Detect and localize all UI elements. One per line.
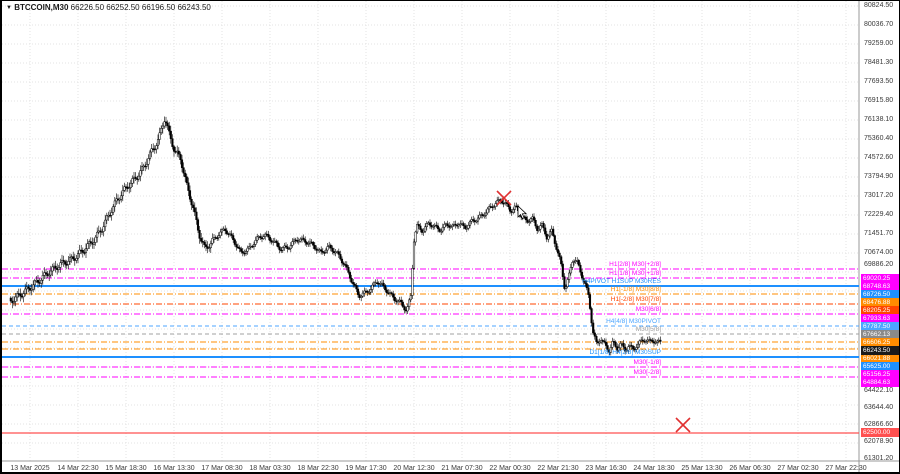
level-price-tag: 67787.50 xyxy=(861,322,899,331)
price-axis-label: 79259.00 xyxy=(864,40,894,47)
level-price-tag: 67662.13 xyxy=(861,330,899,339)
time-axis-label: 24 Mar 18:30 xyxy=(633,465,675,472)
level-price-tag: 67933.63 xyxy=(861,314,899,323)
level-price-tag: 68726.50 xyxy=(861,290,899,299)
level-label: M30[-2/8] xyxy=(633,369,661,376)
signal-x-mark xyxy=(496,190,512,206)
time-axis-label: 17 Mar 08:30 xyxy=(201,465,243,472)
price-axis-label: 76138.10 xyxy=(864,116,894,123)
price-axis-label: 71451.70 xyxy=(864,230,894,237)
price-axis-label: 80036.70 xyxy=(864,21,894,28)
price-axis-label: 76915.80 xyxy=(864,97,894,104)
time-axis-label: 26 Mar 06:30 xyxy=(729,465,771,472)
time-axis-label: 14 Mar 22:30 xyxy=(57,465,99,472)
ohlc-open: 66226.50 xyxy=(70,3,105,12)
time-axis-label: 18 Mar 22:30 xyxy=(297,465,339,472)
price-axis-label: 72229.40 xyxy=(864,211,894,218)
level-label: M30[-1/8] xyxy=(633,359,661,366)
signal-x-mark xyxy=(675,417,691,433)
price-axis-label: 63644.40 xyxy=(864,404,894,411)
price-axis-label: 70674.00 xyxy=(864,249,894,256)
price-axis-label: 69886.20 xyxy=(864,261,894,268)
ohlc-low: 66196.50 xyxy=(141,3,176,12)
level-price-tag: 68748.63 xyxy=(861,282,899,291)
ohlc-close: 66243.50 xyxy=(177,3,211,12)
time-axis-label: 22 Mar 21:30 xyxy=(537,465,579,472)
alert-price-tag: 62500.00 xyxy=(861,428,899,437)
level-price-tag: 65156.25 xyxy=(861,370,899,379)
time-axis-label: 16 Mar 13:30 xyxy=(153,465,195,472)
price-axis-label: 62078.90 xyxy=(864,438,894,445)
level-label: H1[1/8] M30[+1/8] xyxy=(609,270,661,277)
candles xyxy=(9,116,662,356)
time-axis-label: 20 Mar 12:30 xyxy=(393,465,435,472)
level-price-tag: 64884.63 xyxy=(861,378,899,387)
time-axis-label: 18 Mar 03:30 xyxy=(249,465,291,472)
time-axis-label: 25 Mar 13:30 xyxy=(681,465,723,472)
price-axis-label: 75360.40 xyxy=(864,135,894,142)
time-axis-label: 27 Mar 02:30 xyxy=(777,465,819,472)
chart-title: ▼ BTCCOIN,M30 66226.50 66252.50 66196.50… xyxy=(6,3,211,12)
time-axis-label: 19 Mar 17:30 xyxy=(345,465,387,472)
price-axis-label: 61301.20 xyxy=(864,455,894,462)
level-label: H1[2/8] M30[+2/8] xyxy=(609,261,661,268)
price-axis-label: 64422.10 xyxy=(864,387,894,394)
level-price-tag: 66021.88 xyxy=(861,354,899,363)
time-axis-label: 15 Mar 18:30 xyxy=(105,465,147,472)
level-label: M30[6/8] xyxy=(635,306,661,313)
mouse-cursor-icon xyxy=(517,205,527,220)
price-axis-label: 62866.60 xyxy=(864,421,894,428)
level-label: M30[5/8] xyxy=(635,326,661,333)
symbol-marker-icon: ▼ xyxy=(6,5,12,11)
price-axis-label: 77693.50 xyxy=(864,78,894,85)
symbol-timeframe: BTCCOIN,M30 xyxy=(14,3,69,12)
level-price-tag: 65625.00 xyxy=(861,362,899,371)
time-axis-label: 27 Mar 22:30 xyxy=(825,465,867,472)
time-axis-label: 23 Mar 16:30 xyxy=(585,465,627,472)
time-axis-label: 21 Mar 07:30 xyxy=(441,465,483,472)
price-axis-label: 74572.60 xyxy=(864,154,894,161)
level-label: D1[1/8] H4[2/8] M30SUP xyxy=(589,349,661,356)
current-price-tag: 66243.50 xyxy=(861,346,899,355)
level-price-tag: 68476.88 xyxy=(861,298,899,307)
level-label: H1[-2/8] M30[7/8] xyxy=(610,296,661,303)
time-axis-label: 13 Mar 2025 xyxy=(10,465,50,472)
time-axis-label: 22 Mar 00:30 xyxy=(489,465,531,472)
level-price-tag: 69020.25 xyxy=(861,274,899,283)
price-axis-label: 78481.30 xyxy=(864,59,894,66)
ohlc-high: 66252.50 xyxy=(106,3,140,12)
level-price-tag: 68205.25 xyxy=(861,306,899,315)
level-label: H4PIVOT H1SUP M30RES xyxy=(582,278,661,285)
price-axis-label: 73017.20 xyxy=(864,192,894,199)
level-price-tag: 66606.25 xyxy=(861,338,899,347)
price-axis-label: 80824.50 xyxy=(864,2,894,9)
level-label: H1[-1/8] M30[8/8] xyxy=(610,286,661,293)
level-label: H4[4/8] M30PIVOT xyxy=(606,318,661,325)
price-axis-label: 73794.90 xyxy=(864,173,894,180)
